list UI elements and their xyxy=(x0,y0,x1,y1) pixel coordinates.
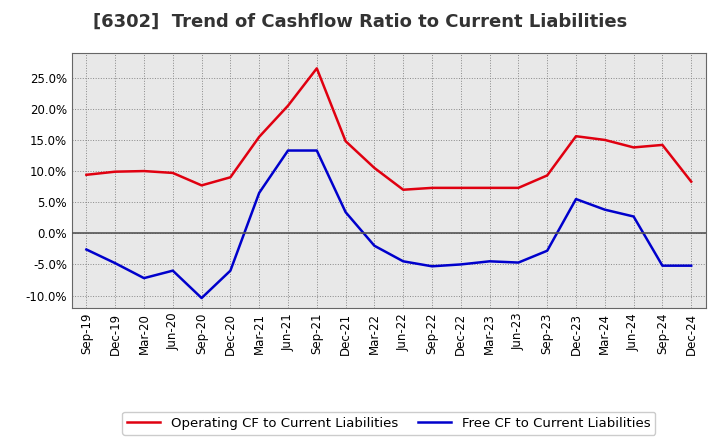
Operating CF to Current Liabilities xyxy=(485,185,494,191)
Free CF to Current Liabilities xyxy=(687,263,696,268)
Operating CF to Current Liabilities xyxy=(456,185,465,191)
Operating CF to Current Liabilities xyxy=(197,183,206,188)
Operating CF to Current Liabilities xyxy=(687,179,696,184)
Operating CF to Current Liabilities xyxy=(111,169,120,174)
Free CF to Current Liabilities xyxy=(485,259,494,264)
Free CF to Current Liabilities xyxy=(312,148,321,153)
Operating CF to Current Liabilities xyxy=(600,137,609,143)
Free CF to Current Liabilities xyxy=(197,295,206,301)
Free CF to Current Liabilities xyxy=(399,259,408,264)
Operating CF to Current Liabilities xyxy=(341,139,350,144)
Free CF to Current Liabilities xyxy=(370,243,379,249)
Free CF to Current Liabilities xyxy=(600,207,609,212)
Operating CF to Current Liabilities xyxy=(312,66,321,71)
Operating CF to Current Liabilities xyxy=(168,170,177,176)
Operating CF to Current Liabilities xyxy=(140,169,148,174)
Operating CF to Current Liabilities xyxy=(226,175,235,180)
Free CF to Current Liabilities xyxy=(629,214,638,219)
Free CF to Current Liabilities xyxy=(255,190,264,195)
Operating CF to Current Liabilities xyxy=(658,142,667,147)
Operating CF to Current Liabilities xyxy=(572,134,580,139)
Operating CF to Current Liabilities xyxy=(399,187,408,192)
Free CF to Current Liabilities xyxy=(658,263,667,268)
Operating CF to Current Liabilities xyxy=(82,172,91,177)
Operating CF to Current Liabilities xyxy=(428,185,436,191)
Free CF to Current Liabilities xyxy=(82,247,91,252)
Operating CF to Current Liabilities xyxy=(284,103,292,108)
Line: Operating CF to Current Liabilities: Operating CF to Current Liabilities xyxy=(86,68,691,190)
Free CF to Current Liabilities xyxy=(226,268,235,273)
Free CF to Current Liabilities xyxy=(168,268,177,273)
Operating CF to Current Liabilities xyxy=(255,134,264,139)
Text: [6302]  Trend of Cashflow Ratio to Current Liabilities: [6302] Trend of Cashflow Ratio to Curren… xyxy=(93,13,627,31)
Free CF to Current Liabilities xyxy=(543,248,552,253)
Free CF to Current Liabilities xyxy=(456,262,465,267)
Operating CF to Current Liabilities xyxy=(543,173,552,178)
Free CF to Current Liabilities xyxy=(428,264,436,269)
Free CF to Current Liabilities xyxy=(140,275,148,281)
Operating CF to Current Liabilities xyxy=(370,165,379,171)
Operating CF to Current Liabilities xyxy=(514,185,523,191)
Free CF to Current Liabilities xyxy=(111,260,120,266)
Line: Free CF to Current Liabilities: Free CF to Current Liabilities xyxy=(86,150,691,298)
Free CF to Current Liabilities xyxy=(572,196,580,202)
Operating CF to Current Liabilities xyxy=(629,145,638,150)
Free CF to Current Liabilities xyxy=(284,148,292,153)
Legend: Operating CF to Current Liabilities, Free CF to Current Liabilities: Operating CF to Current Liabilities, Fre… xyxy=(122,411,655,435)
Free CF to Current Liabilities xyxy=(514,260,523,265)
Free CF to Current Liabilities xyxy=(341,209,350,215)
